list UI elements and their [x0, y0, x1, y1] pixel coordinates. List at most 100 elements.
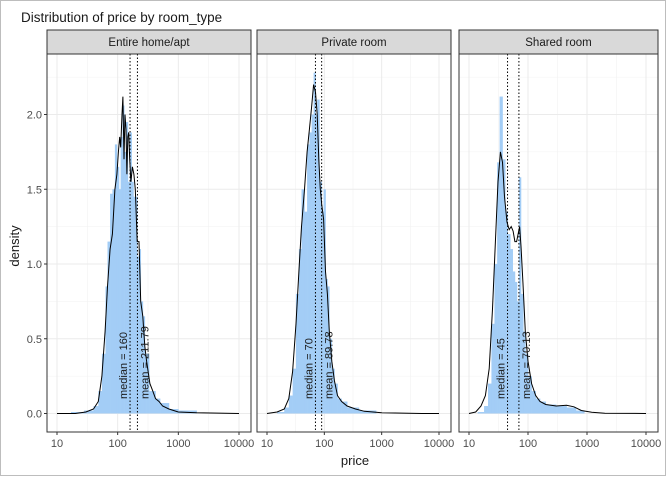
panel-border	[46, 53, 252, 433]
histogram-bar	[518, 177, 522, 414]
y-tick-label: 2.0	[27, 110, 42, 122]
histogram-bar	[334, 383, 338, 414]
histogram-bar	[566, 407, 577, 414]
histogram-bar	[298, 249, 302, 414]
histogram-bar	[284, 407, 290, 414]
x-tick-label: 10000	[224, 438, 255, 450]
density-line	[468, 151, 647, 414]
histogram-bar	[516, 301, 520, 414]
facet-panel: Private room median = 70 mean = 89.78 10 100…	[256, 29, 455, 450]
histogram-bar	[139, 249, 142, 414]
y-axis: 0.0 0.5 1.0 1.5 2.0	[27, 110, 47, 421]
histogram-bar	[118, 189, 121, 414]
histogram-bar	[131, 181, 134, 414]
density-line	[57, 96, 240, 414]
histogram-bar	[331, 368, 335, 414]
x-tick-label: 10	[463, 438, 475, 450]
histogram-bar	[525, 353, 529, 414]
facet-strip-label: Shared room	[525, 37, 591, 49]
histogram-bar	[325, 278, 328, 414]
histogram-bar	[112, 189, 116, 414]
histogram-bar	[510, 249, 513, 414]
x-axis-label: price	[341, 453, 369, 468]
histogram-bar	[499, 96, 503, 414]
histogram-bar	[140, 301, 144, 414]
histogram-bar	[494, 264, 498, 414]
histogram-bar	[545, 404, 557, 414]
median-annotation: median = 45	[496, 338, 508, 399]
histogram-bar	[323, 189, 326, 414]
histogram-bar	[309, 132, 312, 414]
histogram-bar	[488, 383, 492, 414]
histogram-bar	[114, 144, 118, 414]
y-tick-label: 1.5	[27, 184, 42, 196]
histogram-bar	[137, 256, 140, 414]
histogram-bar	[540, 401, 547, 414]
histogram-bar	[142, 316, 146, 414]
histogram-bar	[502, 159, 506, 414]
histogram-bar	[528, 376, 532, 414]
facet-strip-label: Private room	[321, 37, 386, 49]
histogram-bar	[341, 401, 348, 414]
histogram-bar	[523, 331, 526, 414]
histogram-bar	[575, 410, 585, 414]
histogram-bar	[301, 189, 305, 414]
histogram-bar	[514, 281, 518, 414]
x-tick-label: 1000	[166, 438, 190, 450]
histogram-bar	[98, 391, 103, 414]
histogram-bar	[124, 151, 127, 414]
mean-annotation: mean = 89.78	[324, 331, 336, 399]
histogram-bar	[497, 162, 500, 414]
histogram-bar	[277, 412, 285, 414]
median-annotation: median = 160	[118, 332, 130, 399]
histogram-bar	[110, 193, 113, 414]
histogram-bar	[512, 271, 516, 414]
panel-background	[459, 54, 658, 432]
histogram-bar	[304, 211, 308, 414]
histogram-bar	[317, 99, 320, 414]
histogram-bar	[93, 406, 99, 414]
mean-annotation: mean = 70.13	[521, 331, 533, 399]
histogram-bar	[329, 338, 333, 414]
x-tick-label: 10000	[631, 438, 662, 450]
mean-annotation: mean = 211.79	[139, 326, 151, 399]
histogram-bar	[491, 323, 495, 414]
histogram-bar	[122, 105, 125, 414]
histogram-bar	[535, 398, 541, 414]
histogram-bar	[151, 391, 156, 414]
facet-panel: Shared room median = 45 mean = 70.13 10 100 1…	[458, 29, 662, 450]
histogram-bar	[155, 398, 161, 414]
histogram-bar	[313, 72, 316, 414]
histogram-bar	[321, 211, 324, 414]
histogram-bar	[168, 409, 179, 414]
x-tick-label: 1000	[575, 438, 599, 450]
x-tick-label: 10	[51, 438, 63, 450]
x-tick-label: 1000	[369, 438, 393, 450]
histogram-bar	[288, 395, 293, 414]
histogram-bar	[120, 136, 123, 414]
histogram-bar	[144, 353, 147, 414]
histogram-bar	[292, 368, 297, 414]
histogram-bar	[129, 132, 132, 414]
histogram-bar	[556, 406, 567, 414]
histogram-bar	[507, 234, 511, 414]
histogram-bar	[105, 286, 108, 414]
y-axis-label: density	[7, 225, 22, 267]
histogram-bar	[160, 403, 170, 414]
histogram-bar	[347, 407, 360, 414]
x-tick-label: 10000	[424, 438, 455, 450]
histogram-bar	[327, 286, 330, 414]
histogram-bar	[520, 293, 524, 414]
histogram-bar	[315, 114, 318, 414]
y-tick-label: 0.5	[27, 334, 42, 346]
histogram-bar	[133, 196, 136, 414]
x-tick-label: 100	[315, 438, 333, 450]
histogram-bar	[295, 293, 300, 414]
y-tick-label: 1.0	[27, 259, 42, 271]
facet-panel: Entire home/apt median = 160 mean = 211.79…	[46, 29, 255, 450]
histogram-bar	[484, 406, 489, 414]
facet-strip-label: Entire home/apt	[108, 37, 190, 49]
chart-title: Distribution of price by room_type	[21, 10, 222, 25]
